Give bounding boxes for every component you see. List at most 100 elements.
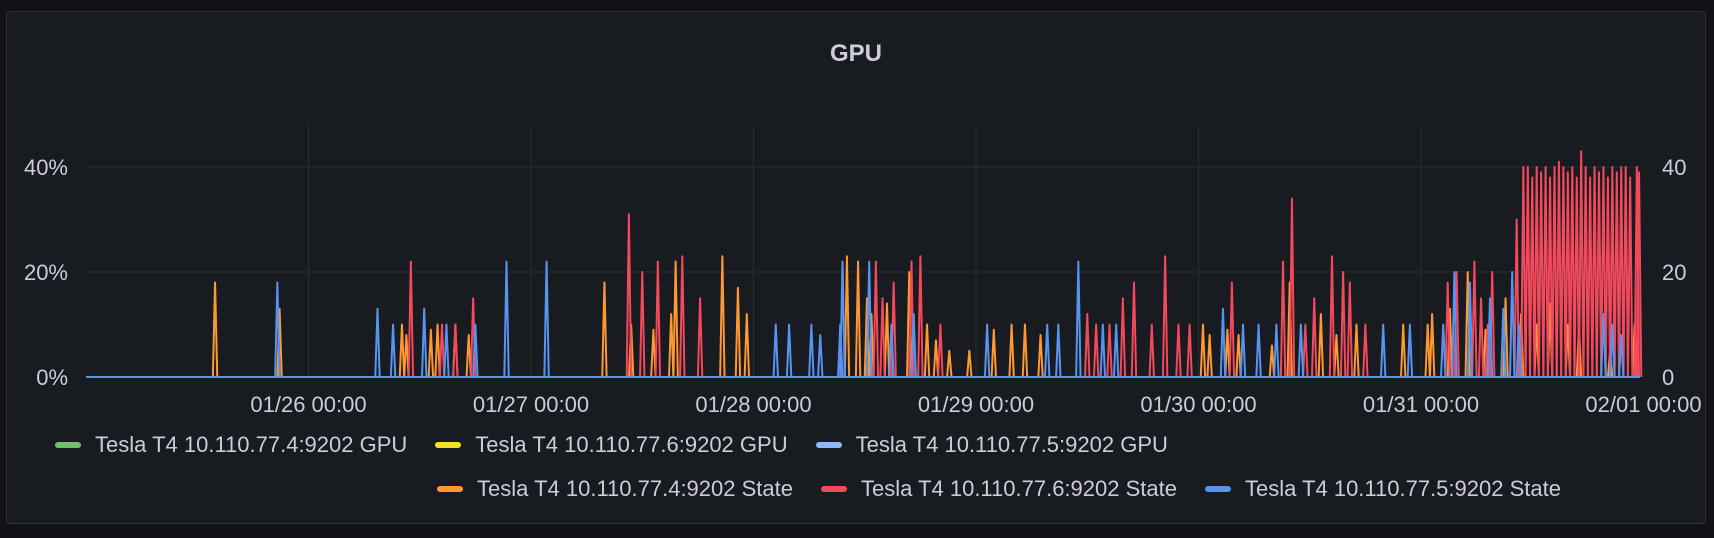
legend-label: Tesla T4 10.110.77.6:9202 State [860, 476, 1177, 501]
series-spike [503, 260, 510, 378]
series-spike [1288, 197, 1296, 378]
series-spike [1515, 323, 1523, 378]
series-spike [374, 307, 381, 378]
x-tick-label: 01/26 00:00 [250, 392, 366, 417]
series-spike [650, 328, 657, 378]
series-spike [625, 213, 633, 378]
series-spike [910, 313, 917, 378]
series-spike [1466, 281, 1474, 378]
series-spike [1533, 166, 1540, 378]
series-spike [1112, 323, 1120, 378]
series-spike [785, 323, 793, 378]
series-spike [946, 349, 953, 378]
series-spike [966, 349, 973, 378]
series-spike [1622, 166, 1629, 378]
series-spike [734, 286, 742, 378]
series-spike [1273, 323, 1280, 378]
series-spike [654, 260, 662, 378]
series-spike [1569, 166, 1576, 378]
series-spike [403, 334, 410, 378]
series-spike [1044, 323, 1051, 378]
series-spike [389, 323, 397, 378]
series-spike [1520, 166, 1527, 378]
legend-label: Tesla T4 10.110.77.5:9202 State [1244, 476, 1561, 501]
series-spike [866, 260, 873, 378]
series-spike [1286, 281, 1293, 378]
series-spike [843, 255, 851, 378]
series-spike [427, 328, 435, 378]
series-spike [808, 323, 815, 378]
series-spike [1635, 171, 1643, 378]
legend-row-2: Tesla T4 10.110.77.4:9202 State Tesla T4 … [437, 476, 1561, 502]
series-spike [1529, 176, 1536, 378]
x-tick-label: 01/30 00:00 [1140, 392, 1256, 417]
series-spike [1239, 323, 1247, 378]
series-spike [1618, 166, 1625, 378]
series-spike [1021, 323, 1029, 378]
series-spike [1224, 328, 1231, 378]
series-spike [1219, 307, 1227, 378]
series-spike [1586, 176, 1594, 378]
series-spike [888, 323, 895, 378]
series-spike [1551, 166, 1558, 378]
series-spike [1578, 150, 1585, 378]
legend-swatch-icon [55, 442, 81, 448]
legend-swatch-icon [820, 486, 847, 492]
series-spike [1406, 323, 1414, 378]
series-spike [1328, 255, 1336, 378]
series-spike [1573, 176, 1580, 378]
series-spike [1477, 297, 1485, 378]
series-spike [1333, 334, 1340, 378]
series-spike [407, 260, 415, 378]
series-spike [1186, 323, 1193, 378]
series-spike [1084, 313, 1091, 378]
series-spike [434, 323, 441, 378]
y-right-tick-label: 0 [1662, 365, 1674, 390]
series-spike [1582, 166, 1589, 378]
legend-item[interactable]: Tesla T4 10.110.77.5:9202 GPU [815, 432, 1168, 458]
series-spike [1546, 176, 1554, 378]
series-spike [1353, 323, 1360, 378]
series-spike [1235, 334, 1242, 378]
x-tick-label: 01/31 00:00 [1363, 392, 1479, 417]
gpu-panel: GPU [6, 11, 1706, 524]
series-spike [1600, 166, 1607, 378]
series-spike [1317, 313, 1325, 378]
series-spike [1268, 344, 1276, 378]
series-spike [1604, 176, 1612, 378]
legend-label: Tesla T4 10.110.77.5:9202 GPU [855, 432, 1168, 457]
legend-swatch-icon [435, 442, 462, 448]
legend-item[interactable]: Tesla T4 10.110.77.6:9202 GPU [435, 432, 788, 458]
series-spike [1424, 323, 1431, 378]
series-spike [1444, 281, 1451, 378]
legend-item[interactable]: Tesla T4 10.110.77.6:9202 State [820, 476, 1177, 502]
series-spike [443, 323, 450, 378]
legend-item[interactable]: Tesla T4 10.110.77.5:9202 State [1204, 476, 1561, 502]
series-spike [1537, 171, 1545, 378]
series-spike [452, 323, 459, 378]
series-spike [1379, 323, 1387, 378]
series-spike [932, 339, 940, 378]
series-spike [1600, 313, 1607, 378]
series-spike [1555, 160, 1563, 378]
legend-item[interactable]: Tesla T4 10.110.77.4:9202 GPU [55, 432, 407, 458]
series-spike [421, 307, 428, 378]
series-spike [1037, 334, 1044, 378]
series-spike [274, 281, 281, 378]
y-left-tick-label: 40% [24, 155, 68, 180]
series-spike [679, 255, 686, 378]
series-spike [1400, 323, 1407, 378]
legend-item[interactable]: Tesla T4 10.110.77.4:9202 State [437, 476, 793, 502]
y-right-tick-label: 40 [1662, 155, 1686, 180]
series-spike [1099, 323, 1107, 378]
panel-title[interactable]: GPU [829, 40, 882, 67]
series-spike [601, 281, 608, 378]
series-spike [438, 323, 446, 378]
series-spike [398, 323, 406, 378]
series-spike [1206, 334, 1213, 378]
series-spike [1626, 176, 1634, 378]
series-spike [817, 334, 824, 378]
series-spike [883, 302, 891, 378]
y-right-tick-label: 20 [1662, 260, 1686, 285]
